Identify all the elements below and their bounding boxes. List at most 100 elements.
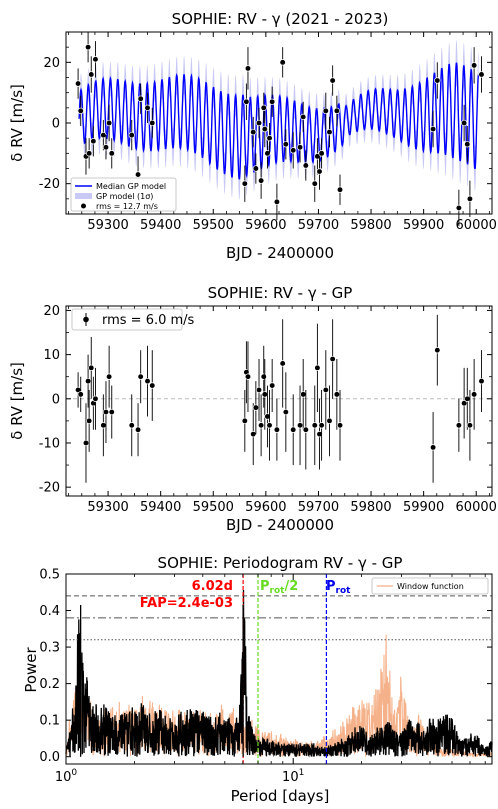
residual-point bbox=[244, 373, 252, 380]
residual-point bbox=[273, 426, 281, 433]
panel2-frame bbox=[65, 305, 493, 497]
rv-point bbox=[105, 119, 113, 127]
panel1-ylabel: δ RV [m/s] bbox=[8, 84, 26, 162]
residual-point bbox=[329, 355, 336, 363]
residual-point bbox=[250, 430, 257, 438]
residual-point bbox=[296, 422, 304, 429]
rv-point bbox=[102, 144, 110, 151]
y-tick-label: 0.3 bbox=[39, 641, 60, 656]
residual-point bbox=[455, 422, 463, 429]
rv-point bbox=[336, 186, 344, 193]
residual-point bbox=[84, 377, 92, 385]
residual-point bbox=[100, 422, 107, 429]
rv-point bbox=[108, 150, 115, 157]
residual-point bbox=[241, 417, 248, 425]
x-tick-label: 59800 bbox=[350, 218, 391, 233]
x-tick-label: 59700 bbox=[298, 500, 339, 515]
x-tick-label: 100 bbox=[55, 768, 78, 785]
residual-point bbox=[102, 408, 110, 416]
x-tick-label: 60000 bbox=[456, 218, 497, 233]
y-tick-label: 0.1 bbox=[39, 714, 60, 729]
rv-point bbox=[144, 104, 151, 111]
panel2-title: SOPHIE: RV - γ - GP bbox=[208, 284, 353, 302]
x-tick-label: 59700 bbox=[298, 218, 339, 233]
rv-point bbox=[429, 125, 437, 133]
residual-point bbox=[470, 391, 478, 398]
residual-point bbox=[322, 386, 329, 394]
legend-median-label: Median GP model bbox=[96, 182, 166, 191]
panel3-ticks: 0.0 0.1 0.2 0.3 0.4 0.5 100 101 bbox=[39, 568, 492, 785]
residual-points bbox=[74, 314, 485, 483]
rv-points bbox=[74, 32, 485, 227]
y-tick-label: 0 bbox=[52, 117, 60, 132]
x-tick-label: 101 bbox=[282, 768, 304, 785]
panel3-xlabel: Period [days] bbox=[231, 787, 330, 805]
rv-point bbox=[149, 119, 156, 127]
x-tick-label: 59500 bbox=[193, 218, 234, 233]
residual-point bbox=[266, 422, 273, 429]
residual-point bbox=[434, 347, 441, 354]
rv-point bbox=[128, 131, 135, 139]
residual-point bbox=[464, 395, 471, 402]
residual-point bbox=[77, 391, 84, 398]
rv-point bbox=[77, 107, 84, 115]
residual-point bbox=[318, 422, 325, 429]
rv-point bbox=[85, 150, 93, 157]
legend-band-label: GP model (1σ) bbox=[96, 192, 153, 201]
panel3-frame bbox=[65, 573, 493, 765]
residual-point bbox=[137, 373, 144, 380]
x-tick-label: 59300 bbox=[87, 500, 128, 515]
rv-point bbox=[478, 71, 485, 78]
residual-point bbox=[311, 422, 318, 429]
rv-point bbox=[84, 44, 92, 51]
rv-point bbox=[243, 98, 250, 105]
y-tick-label: -10 bbox=[39, 436, 60, 451]
legend-box bbox=[71, 308, 183, 331]
rv-point bbox=[88, 71, 95, 78]
rv-point bbox=[318, 150, 325, 157]
residual-point bbox=[326, 417, 333, 425]
rv-point bbox=[455, 204, 463, 212]
residual-point bbox=[314, 364, 321, 372]
residual-point bbox=[261, 391, 268, 398]
legend-point-swatch bbox=[81, 203, 86, 209]
y-tick-label: -20 bbox=[39, 481, 60, 496]
x-tick-label: 59600 bbox=[245, 500, 286, 515]
rv-point bbox=[260, 104, 267, 111]
y-tick-label: 20 bbox=[43, 56, 60, 71]
residual-point bbox=[260, 373, 267, 380]
residual-point bbox=[333, 391, 341, 398]
y-tick-label: 0.4 bbox=[39, 604, 60, 619]
panel2-xlabel: BJD - 2400000 bbox=[226, 516, 334, 534]
panel-periodogram: SOPHIE: Periodogram RV - γ - GP 6.02d FA… bbox=[22, 554, 493, 805]
rv-point bbox=[326, 128, 333, 136]
y-tick-label: 20 bbox=[43, 304, 60, 319]
residual-point bbox=[257, 422, 265, 429]
residual-point bbox=[336, 422, 344, 429]
rv-point bbox=[74, 80, 82, 87]
residual-point bbox=[302, 426, 309, 433]
rv-point bbox=[134, 171, 142, 178]
rv-point bbox=[290, 147, 297, 154]
panel-residuals: SOPHIE: RV - γ - GP 59300 59400 59500 59600… bbox=[8, 284, 497, 534]
x-tick-label: 59300 bbox=[87, 218, 128, 233]
panel1-xlabel: BJD - 2400000 bbox=[226, 244, 334, 262]
residual-point bbox=[92, 395, 99, 402]
rv-point bbox=[434, 77, 441, 84]
x-tick-label: 59600 bbox=[245, 218, 286, 233]
fap-levels bbox=[66, 595, 492, 641]
residual-point bbox=[149, 382, 156, 389]
rv-point bbox=[460, 119, 468, 127]
residual-point bbox=[252, 404, 260, 411]
legend-window-label: Window function bbox=[397, 582, 464, 591]
rv-point bbox=[302, 162, 309, 169]
y-tick-label: -20 bbox=[39, 177, 60, 192]
x-tick-label: 59900 bbox=[403, 500, 444, 515]
periodogram-line bbox=[65, 589, 493, 758]
panel1-ticks: 59300 59400 59500 59600 59700 59800 59900 60000… bbox=[39, 32, 497, 233]
residual-point bbox=[300, 391, 307, 398]
rv-point bbox=[470, 62, 478, 69]
rv-point bbox=[279, 59, 286, 66]
residual-point bbox=[264, 413, 271, 420]
panel-rv: SOPHIE: RV - γ (2021 - 2023) 59300 59400 5… bbox=[8, 10, 497, 262]
